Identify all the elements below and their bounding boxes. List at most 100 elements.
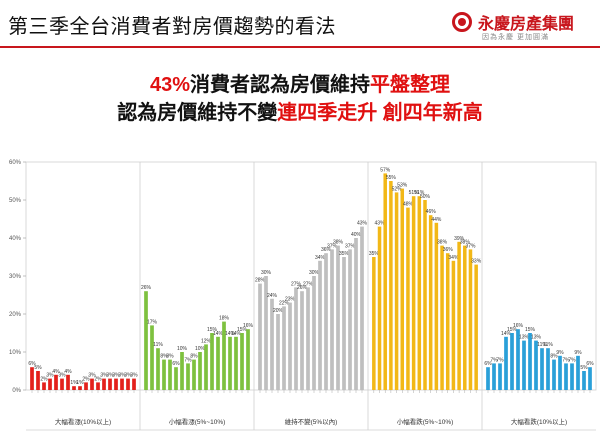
data-label: 13%: [531, 335, 542, 341]
headline-2-highlight: 連四季走升: [277, 102, 378, 124]
page-title: 第三季全台消費者對房價趨勢的看法: [8, 16, 336, 38]
bar: [428, 215, 433, 390]
bar: [486, 367, 490, 390]
title-divider: [0, 46, 600, 48]
data-label: 10%: [195, 346, 206, 352]
data-label: 51%: [414, 190, 425, 196]
bar: [348, 249, 352, 390]
bar: [120, 378, 124, 390]
data-label: 6%: [28, 361, 36, 367]
bar: [114, 378, 118, 390]
bar: [156, 348, 160, 390]
bar: [400, 188, 405, 390]
bar: [411, 196, 416, 390]
bar: [246, 329, 250, 390]
data-label: 17%: [147, 319, 158, 325]
bar: [270, 298, 274, 390]
bar: [300, 291, 304, 390]
data-label: 11%: [153, 342, 163, 348]
data-label: 39%: [454, 236, 465, 242]
bar: [168, 359, 172, 390]
bar: [162, 359, 166, 390]
data-label: 35%: [339, 251, 350, 257]
data-label: 12%: [201, 338, 212, 344]
data-label: 5%: [34, 365, 42, 371]
bar: [516, 329, 520, 390]
data-label: 7%: [562, 357, 570, 363]
data-label: 7%: [490, 357, 498, 363]
bar: [210, 333, 214, 390]
bar: [318, 260, 322, 390]
bar: [474, 264, 478, 390]
bar: [445, 253, 450, 390]
bar: [457, 241, 461, 390]
bar: [264, 276, 268, 390]
data-label: 8%: [550, 354, 558, 360]
data-label: 33%: [471, 259, 482, 265]
bar: [463, 245, 467, 390]
bar: [126, 378, 130, 390]
data-label: 16%: [513, 323, 524, 329]
headline-1-pct: 43%: [149, 74, 191, 96]
data-label: 2%: [82, 376, 90, 382]
bar: [84, 382, 88, 390]
headline-1-highlight: 平盤整理: [370, 74, 451, 96]
data-label: 10%: [177, 346, 188, 352]
bar: [282, 306, 286, 390]
data-label: 38%: [460, 240, 471, 246]
data-label: 1%: [70, 380, 78, 386]
bar: [492, 363, 496, 390]
bar: [324, 253, 328, 390]
y-tick-label: 30%: [9, 274, 22, 280]
y-tick-label: 10%: [9, 350, 22, 356]
data-label: 44%: [431, 217, 442, 223]
data-label: 3%: [58, 373, 66, 379]
headline-2-tail: 創四年新高: [382, 102, 483, 124]
data-label: 30%: [261, 270, 272, 276]
bar: [180, 352, 184, 390]
data-label: 13%: [519, 335, 530, 341]
bar: [48, 378, 52, 390]
data-label: 3%: [112, 373, 120, 379]
bar: [558, 355, 562, 390]
logo-icon: [452, 12, 472, 32]
data-label: 11%: [537, 342, 547, 348]
y-tick-label: 40%: [9, 236, 22, 242]
data-label: 7%: [184, 357, 192, 363]
data-label: 48%: [403, 202, 414, 208]
bar: [144, 291, 148, 390]
data-label: 3%: [100, 373, 108, 379]
bar: [150, 325, 154, 390]
bar: [288, 302, 292, 390]
bar: [534, 340, 538, 390]
bar: [312, 276, 316, 390]
bar: [90, 378, 94, 390]
data-label: 5%: [580, 365, 588, 371]
bar: [522, 340, 526, 390]
y-tick-label: 50%: [9, 198, 22, 204]
data-label: 2%: [40, 376, 48, 382]
bar: [96, 382, 100, 390]
data-label: 11%: [543, 342, 553, 348]
bar: [336, 245, 340, 390]
brand-logo: 永慶房產集團 因為永慶 更加圓滿: [452, 8, 592, 44]
data-label: 14%: [225, 331, 236, 337]
data-label: 16%: [243, 323, 254, 329]
bar: [389, 181, 393, 390]
y-tick-label: 0%: [12, 388, 21, 394]
data-label: 57%: [380, 167, 391, 173]
data-label: 36%: [443, 247, 454, 253]
bar: [240, 333, 244, 390]
bar: [222, 321, 226, 390]
data-label: 9%: [556, 350, 564, 356]
bar: [342, 257, 346, 390]
data-label: 36%: [321, 247, 332, 253]
data-label: 3%: [118, 373, 126, 379]
bar-chart: 0%10%20%30%40%50%60%6%5%2%3%4%3%4%1%1%2%…: [9, 160, 597, 431]
data-label: 6%: [172, 361, 180, 367]
data-label: 8%: [166, 354, 174, 360]
data-label: 4%: [64, 369, 72, 375]
bar: [451, 260, 456, 390]
data-label: 28%: [255, 278, 266, 284]
bar: [498, 363, 502, 390]
